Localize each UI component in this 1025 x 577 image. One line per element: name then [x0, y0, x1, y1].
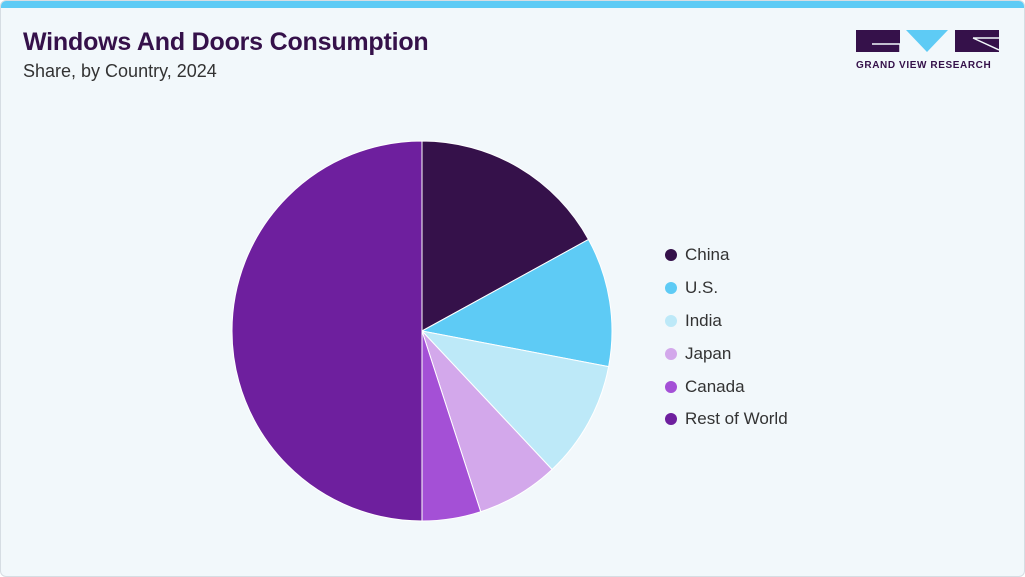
- legend-item: China: [665, 239, 788, 272]
- grand-view-research-logo: GRAND VIEW RESEARCH: [856, 30, 1000, 72]
- chart-title: Windows And Doors Consumption: [23, 28, 429, 56]
- chart-legend: China U.S. India Japan Canada Rest of World: [665, 239, 788, 436]
- pie-slice-u-s: [420, 238, 613, 368]
- logo-mark-icon: [856, 30, 1000, 52]
- pie-slice-rest-of-world: [231, 140, 423, 522]
- legend-label: Rest of World: [685, 409, 788, 429]
- legend-item: Canada: [665, 370, 788, 403]
- logo-text: GRAND VIEW RESEARCH: [856, 60, 992, 71]
- legend-item: India: [665, 305, 788, 338]
- legend-dot-icon: [665, 249, 677, 262]
- legend-label: China: [685, 245, 730, 265]
- legend-dot-icon: [665, 413, 677, 426]
- pie-slice-india: [420, 330, 610, 471]
- legend-dot-icon: [665, 380, 677, 393]
- legend-item: U.S.: [665, 272, 788, 305]
- legend-dot-icon: [665, 282, 677, 295]
- legend-dot-icon: [665, 314, 677, 327]
- legend-item: Rest of World: [665, 403, 788, 436]
- chart-subtitle: Share, by Country, 2024: [23, 61, 217, 81]
- accent-bar: [1, 1, 1024, 8]
- legend-item: Japan: [665, 337, 788, 370]
- legend-dot-icon: [665, 347, 677, 360]
- legend-label: Japan: [685, 343, 732, 363]
- pie-slice-china: [421, 140, 590, 332]
- legend-label: Canada: [685, 376, 745, 396]
- legend-label: India: [685, 310, 722, 330]
- legend-label: U.S.: [685, 278, 719, 298]
